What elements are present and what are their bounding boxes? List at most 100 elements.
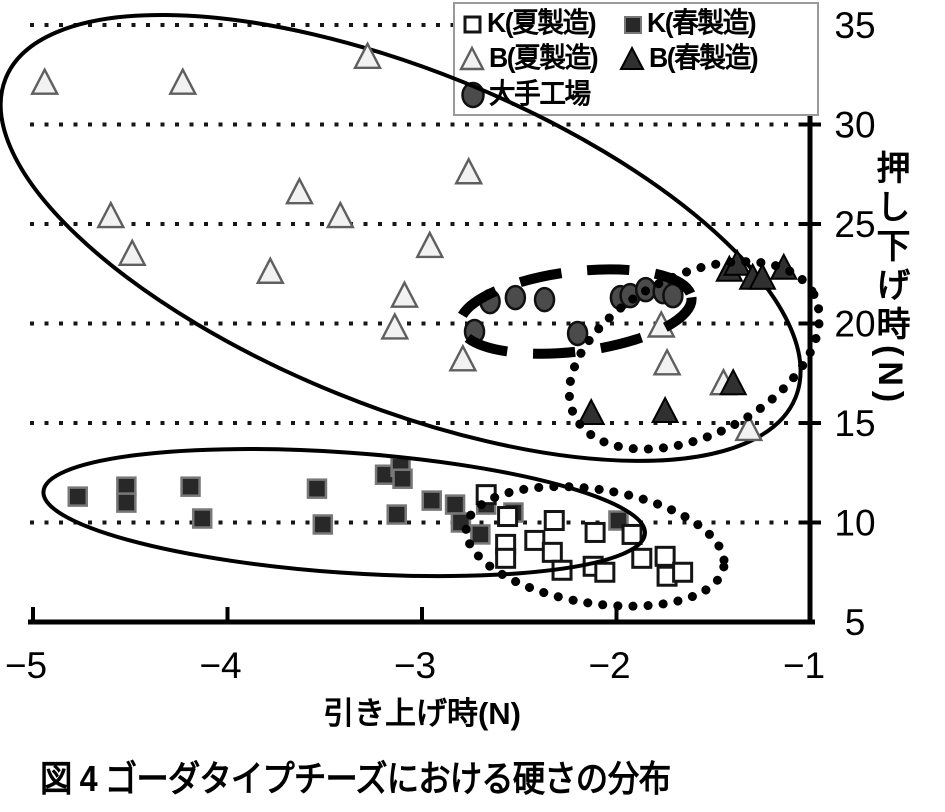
marker-open-square: [495, 533, 517, 555]
legend-item-oote: 大手工場: [459, 79, 619, 109]
legend-row: 大手工場: [459, 79, 813, 109]
y-tick-label-35: 35: [834, 5, 875, 46]
marker-open-triangle: [448, 343, 478, 372]
y-axis-title: 押し下げ時(N): [871, 150, 909, 408]
marker-open-square: [584, 521, 606, 543]
legend-label: B(夏製造): [489, 41, 599, 73]
marker-open-triangle: [255, 256, 285, 284]
marker-filled-square: [312, 514, 334, 535]
marker-open-triangle: [390, 280, 419, 308]
marker-open-square: [656, 565, 678, 587]
y-tick-label-10: 10: [834, 503, 875, 544]
marker-open-triangle: [708, 367, 738, 396]
marker-open-square: [495, 547, 517, 569]
marker-filled-square: [67, 486, 88, 507]
marker-open-square: [543, 510, 565, 532]
open-triangle-icon: [459, 45, 485, 71]
y-tick-label-15: 15: [834, 403, 875, 444]
marker-open-triangle: [454, 156, 484, 185]
x-tick-label--2: −2: [588, 645, 630, 686]
marker-filled-circle: [634, 276, 657, 303]
marker-open-triangle: [30, 67, 60, 95]
legend-label: K(夏製造): [487, 6, 597, 38]
legend-item-k-spring: K(春製造): [619, 6, 761, 38]
cluster-ellipse-dashed: [454, 264, 697, 359]
marker-filled-circle: [533, 286, 556, 313]
marker-open-triangle: [734, 413, 764, 442]
marker-open-triangle: [284, 176, 314, 205]
marker-open-square: [654, 545, 676, 567]
legend-item-k-summer: K(夏製造): [459, 6, 619, 38]
filled-triangle-icon: [619, 45, 645, 70]
x-axis-title: 引き上げ時(N): [322, 696, 522, 731]
cluster-ellipse-dotted: [461, 482, 729, 611]
legend-row: B(夏製造) B(春製造): [459, 41, 813, 73]
marker-filled-triangle: [722, 248, 752, 276]
marker-open-triangle: [380, 311, 410, 340]
legend-item-b-spring: B(春製造): [619, 41, 763, 73]
marker-filled-square: [450, 512, 472, 533]
series-filled-circle: [463, 276, 684, 347]
cluster-ellipse-solid: [41, 447, 647, 579]
series-open-square: [475, 484, 694, 587]
marker-open-triangle: [168, 67, 198, 95]
marker-filled-square: [503, 502, 524, 523]
marker-filled-triangle: [577, 397, 606, 426]
marker-open-triangle: [415, 230, 445, 259]
marker-filled-circle: [566, 320, 589, 347]
marker-filled-square: [180, 476, 201, 497]
legend-box: K(夏製造) K(春製造) B(夏製造) B(春製造): [453, 2, 819, 116]
cluster-ellipse-dotted: [564, 257, 824, 454]
marker-open-square: [582, 555, 604, 577]
marker-filled-square: [475, 494, 497, 515]
x-tick-label--5: −5: [5, 645, 47, 686]
marker-open-square: [631, 547, 653, 569]
legend-label: K(春製造): [647, 6, 757, 38]
series-filled-triangle: [577, 248, 798, 426]
marker-filled-circle: [662, 282, 684, 309]
marker-filled-square: [306, 478, 328, 499]
marker-filled-circle: [479, 288, 501, 315]
marker-open-triangle: [96, 200, 126, 229]
marker-open-triangle: [325, 200, 355, 229]
y-tick-label-5: 5: [845, 602, 866, 643]
marker-filled-circle: [504, 284, 527, 311]
marker-filled-square: [116, 476, 137, 497]
x-tick-label--4: −4: [199, 645, 241, 686]
marker-filled-square: [444, 494, 466, 515]
marker-filled-triangle: [715, 254, 744, 282]
marker-open-square: [524, 529, 546, 551]
x-tick-label--3: −3: [394, 645, 436, 686]
marker-open-square: [594, 561, 616, 583]
marker-filled-square: [390, 456, 411, 478]
marker-filled-circle: [463, 318, 486, 345]
marker-filled-square: [116, 492, 137, 513]
marker-filled-triangle: [719, 368, 748, 396]
marker-open-triangle: [646, 309, 676, 338]
marker-filled-triangle: [769, 252, 798, 280]
marker-filled-square: [470, 524, 491, 545]
marker-open-square: [497, 506, 519, 528]
marker-open-triangle: [353, 41, 383, 70]
marker-filled-circle: [609, 284, 632, 311]
marker-filled-square: [386, 504, 407, 525]
marker-open-square: [475, 484, 497, 506]
legend-label: B(春製造): [649, 41, 759, 73]
marker-filled-square: [191, 508, 213, 529]
filled-circle-icon: [461, 82, 485, 109]
figure-caption: 図 4 ゴーダタイプチーズにおける硬さの分布: [40, 758, 671, 799]
marker-open-square: [621, 523, 643, 545]
marker-filled-square: [374, 464, 396, 485]
marker-filled-triangle: [748, 262, 777, 290]
marker-filled-circle: [652, 278, 674, 305]
marker-filled-triangle: [650, 395, 680, 424]
filled-square-icon: [624, 15, 642, 34]
legend-label: 大手工場: [489, 78, 591, 110]
marker-filled-square: [608, 510, 629, 531]
marker-open-square: [672, 561, 694, 583]
marker-open-square: [551, 559, 573, 581]
marker-filled-square: [392, 468, 413, 489]
legend-row: K(夏製造) K(春製造): [459, 6, 813, 38]
series-filled-square: [67, 456, 629, 545]
